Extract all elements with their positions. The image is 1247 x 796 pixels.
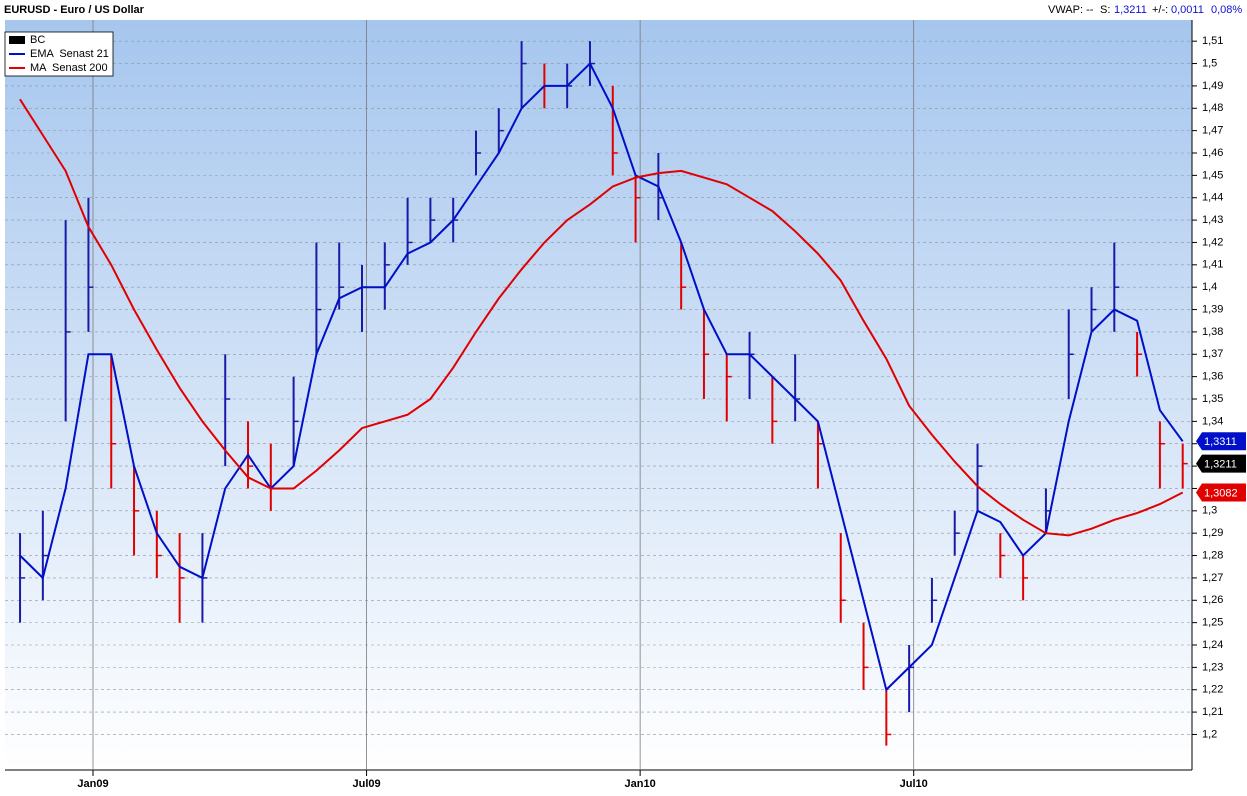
y-tick-label: 1,47 [1202, 125, 1223, 137]
header-s-value: 1,3211 [1114, 4, 1147, 16]
x-tick-label: Jul09 [352, 778, 380, 790]
y-tick-label: 1,41 [1202, 259, 1223, 271]
last-value-box [1196, 483, 1246, 502]
chart-title: EURUSD - Euro / US Dollar [4, 4, 145, 16]
y-tick-label: 1,26 [1202, 594, 1223, 606]
legend-label: BC [30, 34, 45, 46]
y-tick-label: 1,37 [1202, 348, 1223, 360]
header-change-pct: 0,08% [1211, 4, 1242, 16]
y-tick-label: 1,46 [1202, 147, 1223, 159]
y-tick-label: 1,42 [1202, 236, 1223, 248]
header-s-label: S: [1100, 4, 1110, 16]
y-tick-label: 1,35 [1202, 393, 1223, 405]
x-tick-label: Jan10 [625, 778, 656, 790]
x-tick-label: Jan09 [77, 778, 108, 790]
y-tick-label: 1,38 [1202, 326, 1223, 338]
last-value-label: 1,3311 [1204, 436, 1237, 448]
x-tick-label: Jul10 [900, 778, 928, 790]
legend-label: MA Senast 200 [30, 62, 108, 74]
legend: BC EMA Senast 21 MA Senast 200 [4, 31, 114, 77]
y-tick-label: 1,27 [1202, 572, 1223, 584]
y-tick-label: 1,43 [1202, 214, 1223, 226]
y-tick-label: 1,24 [1202, 639, 1223, 651]
indicator-line [19, 61, 1184, 692]
last-value-label: 1,3211 [1204, 459, 1237, 471]
legend-swatch [9, 36, 25, 44]
header-change-label: +/-: [1152, 4, 1168, 16]
y-tick-label: 1,23 [1202, 661, 1223, 673]
y-tick-label: 1,21 [1202, 706, 1223, 718]
y-tick-label: 1,48 [1202, 102, 1223, 114]
y-tick-label: 1,51 [1202, 35, 1223, 47]
y-tick-label: 1,34 [1202, 415, 1223, 427]
y-tick-label: 1,29 [1202, 527, 1223, 539]
y-tick-label: 1,5 [1202, 57, 1217, 69]
plot-background [5, 20, 1192, 770]
header-vwap: VWAP: -- [1048, 4, 1094, 16]
indicator-line [19, 98, 1184, 537]
y-tick-label: 1,36 [1202, 371, 1223, 383]
y-tick-label: 1,2 [1202, 728, 1217, 740]
y-tick-label: 1,49 [1202, 80, 1223, 92]
last-value-box [1196, 432, 1246, 451]
y-tick-label: 1,25 [1202, 617, 1223, 629]
last-value-box [1196, 454, 1246, 473]
y-tick-label: 1,39 [1202, 303, 1223, 315]
legend-label: EMA Senast 21 [30, 48, 109, 60]
header-change: 0,0011 [1171, 4, 1204, 16]
last-value-label: 1,3082 [1204, 487, 1238, 499]
y-tick-label: 1,44 [1202, 192, 1223, 204]
y-tick-label: 1,3 [1202, 505, 1217, 517]
y-tick-label: 1,4 [1202, 281, 1217, 293]
y-tick-label: 1,28 [1202, 549, 1223, 561]
y-tick-label: 1,22 [1202, 684, 1223, 696]
y-tick-label: 1,45 [1202, 169, 1223, 181]
